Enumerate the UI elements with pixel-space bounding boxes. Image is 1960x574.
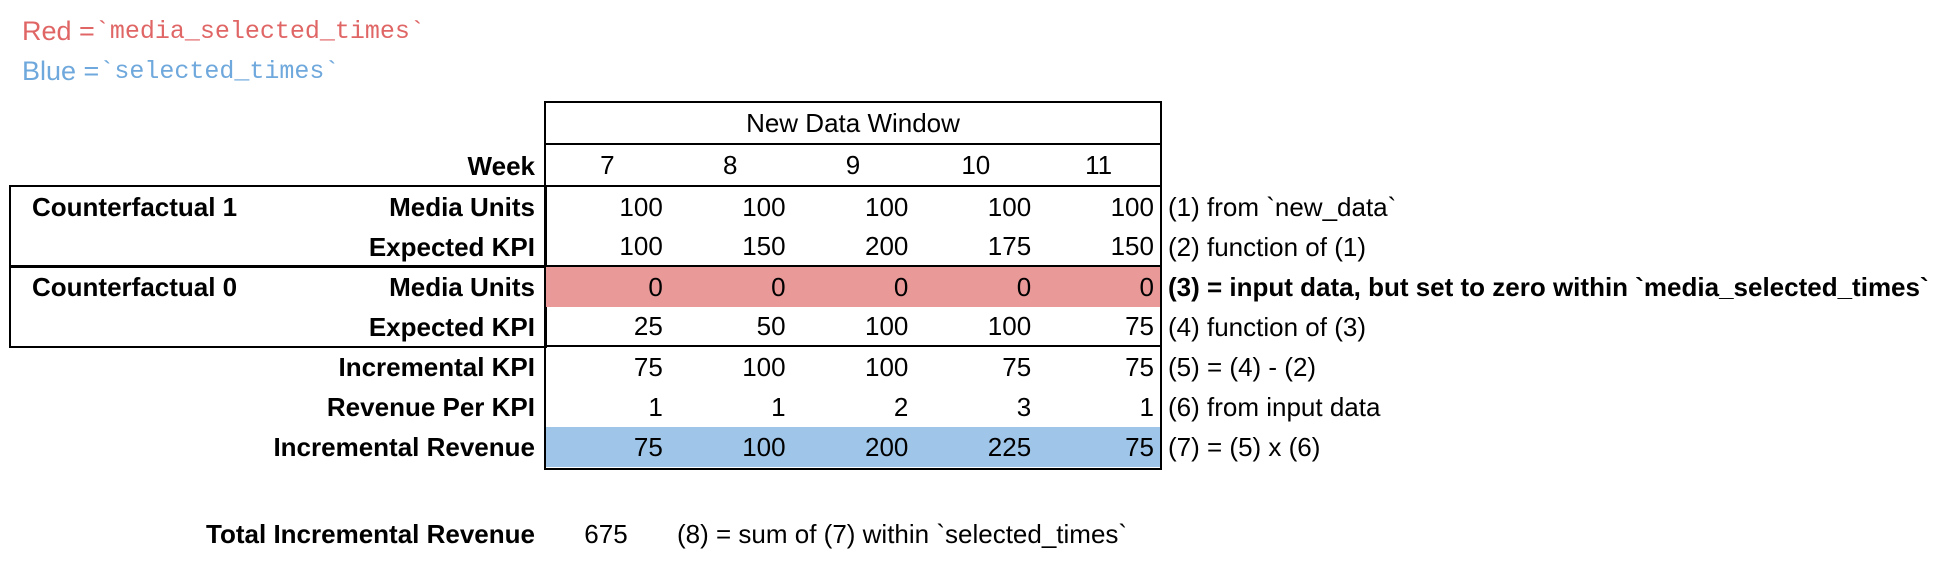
week-number: 7 <box>600 149 615 180</box>
week-number: 9 <box>845 149 861 180</box>
week-row-label: Week <box>467 151 535 181</box>
total-incremental-revenue-label: Total Incremental Revenue <box>206 518 535 549</box>
table-cell: 2 <box>893 391 909 422</box>
annotation-1: (1) from `new_data` <box>1168 192 1397 222</box>
data-row-media-units-cf0-highlighted: 0 0 0 0 0 <box>546 267 1160 307</box>
table-cell: 75 <box>1125 431 1154 462</box>
table-cell: 100 <box>1110 191 1154 222</box>
table-cell: 100 <box>865 310 909 341</box>
row-label-incremental-revenue: Incremental Revenue <box>273 432 535 462</box>
legend-blue-line: Blue = `selected_times` <box>22 51 425 91</box>
legend-red-label: Red = <box>22 15 95 46</box>
data-row-expected-kpi-cf0: 25 50 100 100 75 <box>546 307 1160 347</box>
table-cell: 25 <box>633 310 663 341</box>
week-number-row: 7 8 9 10 11 <box>546 145 1160 187</box>
table-cell: 100 <box>742 431 786 462</box>
table-cell: 1 <box>1139 391 1154 422</box>
week-number: 11 <box>1085 149 1113 180</box>
table-cell: 0 <box>1139 271 1154 302</box>
table-cell: 100 <box>865 191 909 222</box>
week-number: 8 <box>722 149 738 180</box>
week-number: 10 <box>961 149 991 180</box>
table-cell: 150 <box>1110 230 1154 261</box>
new-data-window-table: New Data Window 7 8 9 10 11 100 100 100 … <box>544 101 1162 470</box>
annotation-3: (3) = input data, but set to zero within… <box>1168 272 1929 302</box>
row-label-incremental-kpi: Incremental KPI <box>338 352 535 382</box>
row-label-expected-kpi-cf1: Expected KPI <box>368 232 535 262</box>
table-cell: 0 <box>771 271 786 302</box>
data-row-expected-kpi-cf1: 100 150 200 175 150 <box>546 227 1160 267</box>
row-label-media-units-cf0: Media Units <box>389 272 535 302</box>
row-label-revenue-per-kpi: Revenue Per KPI <box>326 392 535 422</box>
table-cell: 75 <box>1125 351 1154 382</box>
annotation-8: (8) = sum of (7) within `selected_times` <box>677 518 1128 549</box>
counterfactual-0-box: Counterfactual 0 <box>9 265 547 348</box>
table-cell: 75 <box>633 431 663 462</box>
legend-blue-code: `selected_times` <box>99 56 340 86</box>
counterfactual-1-label: Counterfactual 1 <box>32 191 238 222</box>
annotation-7: (7) = (5) x (6) <box>1168 432 1321 462</box>
table-cell: 100 <box>742 191 786 222</box>
table-cell: 100 <box>619 230 663 261</box>
table-cell: 0 <box>1016 271 1032 302</box>
table-header: New Data Window <box>546 103 1160 145</box>
row-label-media-units-cf1: Media Units <box>389 192 535 222</box>
table-cell: 100 <box>619 191 663 222</box>
table-cell: 50 <box>756 310 786 341</box>
legend: Red = `media_selected_times` Blue = `sel… <box>22 11 425 91</box>
table-cell: 0 <box>893 271 909 302</box>
annotation-2: (2) function of (1) <box>1168 232 1366 262</box>
annotation-4: (4) function of (3) <box>1168 312 1366 342</box>
legend-red-line: Red = `media_selected_times` <box>22 11 425 51</box>
row-label-expected-kpi-cf0: Expected KPI <box>368 312 535 342</box>
table-cell: 0 <box>648 271 663 302</box>
row-label-column: Week Media Units Expected KPI Media Unit… <box>0 104 542 468</box>
table-cell: 1 <box>771 391 786 422</box>
table-cell: 200 <box>865 230 909 261</box>
annotation-5: (5) = (4) - (2) <box>1168 352 1317 382</box>
table-cell: 200 <box>865 431 909 462</box>
table-cell: 1 <box>648 391 663 422</box>
table-cell: 75 <box>1002 351 1032 382</box>
table-header-title: New Data Window <box>746 107 960 138</box>
table-cell: 175 <box>987 230 1032 261</box>
table-cell: 100 <box>987 310 1032 341</box>
legend-blue-label: Blue = <box>22 55 100 86</box>
annotation-column: (1) from `new_data` (2) function of (1) … <box>1168 188 1929 468</box>
table-cell: 100 <box>865 351 909 382</box>
data-row-media-units-cf1: 100 100 100 100 100 <box>546 187 1160 227</box>
data-row-incremental-revenue-highlighted: 75 100 200 225 75 <box>546 427 1160 467</box>
data-row-revenue-per-kpi: 1 1 2 3 1 <box>546 387 1160 427</box>
data-row-incremental-kpi: 75 100 100 75 75 <box>546 347 1160 387</box>
counterfactual-0-label: Counterfactual 0 <box>32 271 238 302</box>
table-cell: 100 <box>987 191 1032 222</box>
total-incremental-revenue-value: 675 <box>584 518 628 549</box>
table-cell: 100 <box>742 351 786 382</box>
table-cell: 225 <box>987 431 1032 462</box>
table-cell: 150 <box>742 230 786 261</box>
counterfactual-1-box: Counterfactual 1 <box>9 185 547 268</box>
legend-red-code: `media_selected_times` <box>94 16 425 46</box>
table-cell: 75 <box>1125 310 1154 341</box>
annotation-6: (6) from input data <box>1168 392 1381 422</box>
table-cell: 3 <box>1016 391 1032 422</box>
label-spacer <box>0 104 542 146</box>
table-cell: 75 <box>633 351 663 382</box>
